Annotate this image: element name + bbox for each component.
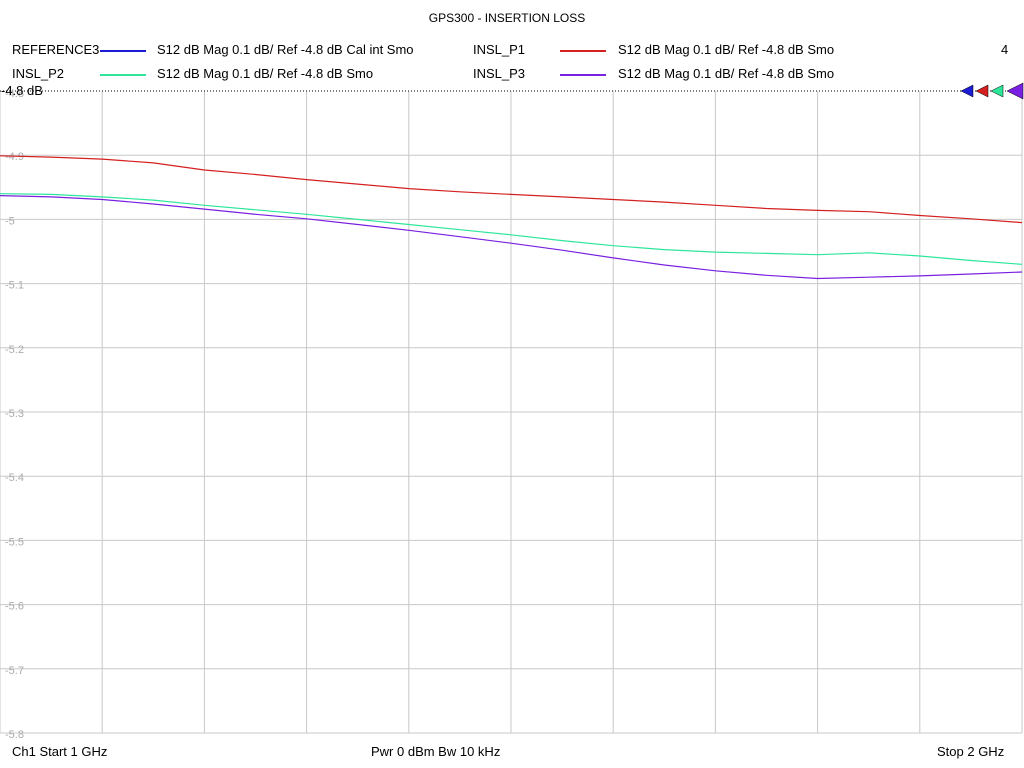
footer-stop: Stop 2 GHz (937, 744, 1005, 759)
ref-marker-insl-p1 (975, 84, 989, 98)
ref-marker-insl-p2 (990, 84, 1004, 98)
plot-area: -4.8 -4.9 -5 -5.1 -5.2 -5.3 -5.4 -5.5 -5.6 -5.7 -5… (0, 82, 1024, 740)
grid (0, 91, 1023, 734)
y-tick-label: -5.4 (5, 472, 24, 484)
channel-number: 4 (1001, 42, 1009, 57)
traces (0, 155, 1023, 280)
legend-desc: S12 dB Mag 0.1 dB/ Ref -4.8 dB Smo (618, 42, 835, 57)
footer-power: Pwr 0 dBm Bw 10 kHz (371, 744, 501, 759)
y-tick-label: -5.2 (5, 344, 24, 356)
footer-start: Ch1 Start 1 GHz (12, 744, 108, 759)
y-tick-labels: -4.8 -4.9 -5 -5.1 -5.2 -5.3 -5.4 -5.5 -5.6 -5.7 -5… (5, 88, 24, 740)
trace-insl-p3 (0, 195, 1023, 280)
reference-markers (960, 82, 1024, 100)
legend-line-insl-p1 (560, 50, 606, 52)
ref-marker-reference3 (960, 84, 974, 98)
ref-marker-insl-p3 (1006, 82, 1024, 100)
y-tick-label: -5.6 (5, 601, 24, 613)
y-tick-label: -5.3 (5, 408, 24, 420)
reference-label: -4.8 dB (1, 83, 43, 98)
chart-title: GPS300 - INSERTION LOSS (428, 11, 586, 25)
legend-name: INSL_P3 (473, 66, 526, 81)
y-tick-label: -5.8 (5, 729, 24, 740)
legend-desc: S12 dB Mag 0.1 dB/ Ref -4.8 dB Cal int S… (157, 42, 414, 57)
legend-name: INSL_P1 (473, 42, 526, 57)
legend-line-reference3 (100, 50, 146, 52)
y-tick-label: -5.7 (5, 665, 24, 677)
y-tick-label: -5.1 (5, 280, 24, 292)
legend-entry-reference3: REFERENCE3 S12 dB Mag 0.1 dB/ Ref -4.8 d… (12, 42, 462, 58)
legend-desc: S12 dB Mag 0.1 dB/ Ref -4.8 dB Smo (618, 66, 835, 81)
legend-desc: S12 dB Mag 0.1 dB/ Ref -4.8 dB Smo (157, 66, 374, 81)
legend-line-insl-p2 (100, 74, 146, 76)
trace-insl-p1 (0, 155, 1023, 224)
y-tick-label: -4.9 (5, 151, 24, 163)
legend-entry-insl-p2: INSL_P2 S12 dB Mag 0.1 dB/ Ref -4.8 dB S… (12, 66, 462, 82)
y-tick-label: -4.8 (5, 88, 24, 100)
legend-line-insl-p3 (560, 74, 606, 76)
trace-insl-p2 (0, 193, 1023, 265)
y-tick-label: -5.5 (5, 536, 24, 548)
legend-name: INSL_P2 (12, 66, 65, 81)
y-tick-label: -5 (5, 215, 15, 227)
legend-entry-insl-p3: INSL_P3 S12 dB Mag 0.1 dB/ Ref -4.8 dB S… (473, 66, 873, 82)
legend-name: REFERENCE3 (12, 42, 100, 57)
legend-entry-insl-p1: INSL_P1 S12 dB Mag 0.1 dB/ Ref -4.8 dB S… (473, 42, 873, 58)
